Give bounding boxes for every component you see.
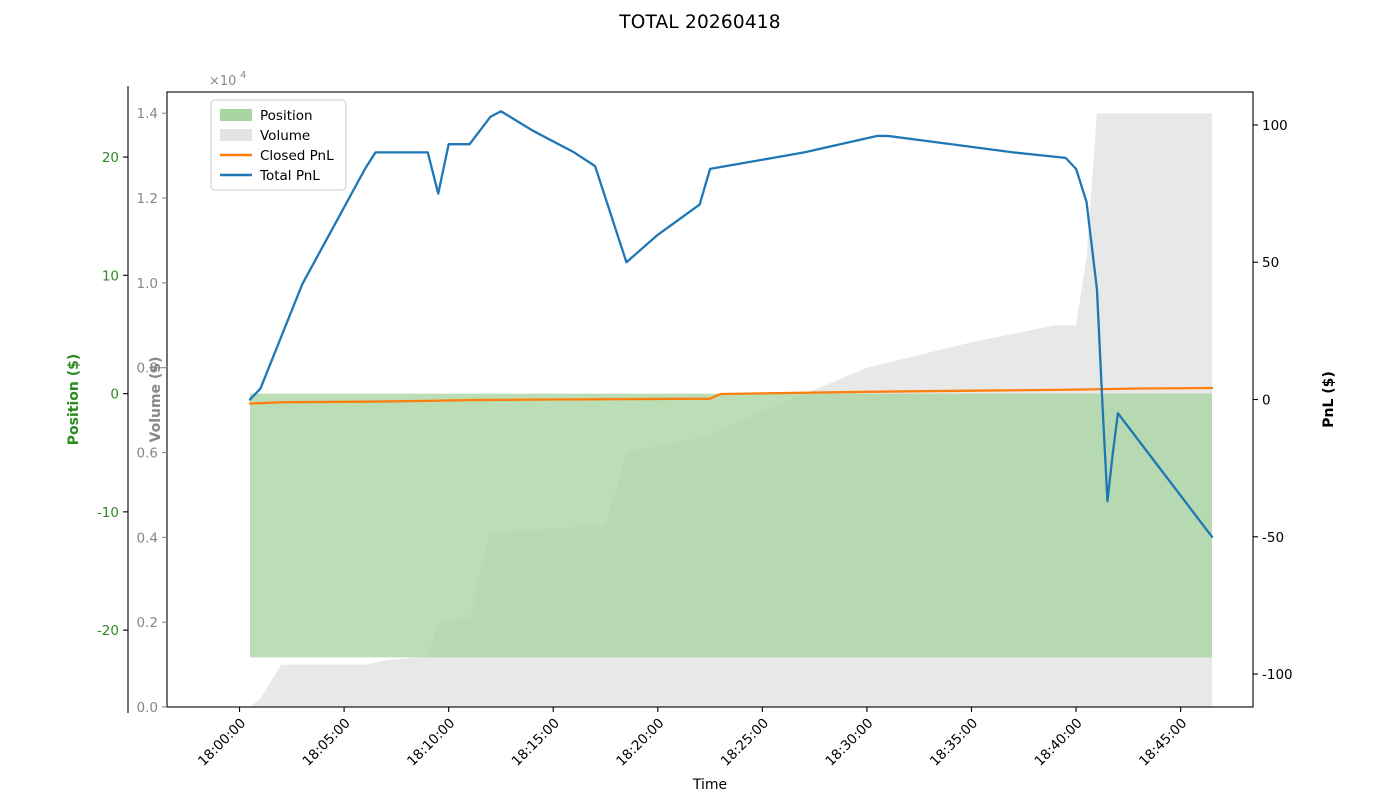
pnl-axis-label: PnL ($) (1321, 371, 1337, 428)
x-tick-label: 18:20:00 (613, 715, 667, 769)
volume-tick-label: 1.4 (137, 106, 158, 122)
pnl-tick-label: -100 (1262, 667, 1293, 683)
volume-offset-text: ×10 4 (209, 70, 246, 89)
pnl-axis: 100 50 0 -50 -100 (1253, 118, 1293, 683)
x-tick-label: 18:25:00 (718, 715, 772, 769)
x-axis: 18:00:00 18:05:00 18:10:00 18:15:00 18:20:00… (195, 707, 1190, 769)
legend-item[interactable]: Closed PnL (220, 148, 334, 164)
position-axis: 20 10 0 -10 -20 (97, 86, 129, 713)
x-tick-label: 18:05:00 (300, 715, 354, 769)
x-tick-label: 18:40:00 (1031, 715, 1085, 769)
position-tick-label: 10 (102, 268, 119, 284)
legend-item[interactable]: Position (220, 108, 313, 124)
x-axis-label: Time (692, 777, 727, 793)
volume-tick-label: 0.4 (137, 530, 158, 546)
total-pnl-line (248, 110, 1214, 538)
position-axis-label: Position ($) (66, 354, 82, 446)
legend-swatch (220, 129, 252, 141)
volume-offset-base: ×10 (209, 74, 236, 89)
x-tick-label: 18:35:00 (927, 715, 981, 769)
volume-tick-label: 0.8 (137, 361, 158, 377)
x-tick-label: 18:15:00 (509, 715, 563, 769)
pnl-tick-label: 0 (1262, 393, 1271, 409)
x-tick-label: 18:30:00 (822, 715, 876, 769)
volume-axis: 1.4 1.2 1.0 0.8 0.6 0.4 0.2 0.0 (137, 106, 167, 716)
volume-tick-label: 0.2 (137, 615, 158, 631)
pnl-tick-label: 100 (1262, 118, 1288, 134)
legend-label: Closed PnL (260, 148, 334, 164)
volume-tick-label: 1.0 (137, 276, 158, 292)
legend-swatch (220, 109, 252, 121)
position-tick-label: 20 (102, 150, 119, 166)
legend-item[interactable]: Volume (220, 128, 310, 144)
x-tick-label: 18:45:00 (1136, 715, 1190, 769)
volume-axis-label: Volume ($) (148, 357, 164, 443)
legend-item[interactable]: Total PnL (220, 168, 320, 184)
volume-tick-label: 1.2 (137, 191, 158, 207)
x-tick-label: 18:00:00 (195, 715, 249, 769)
pnl-tick-label: -50 (1262, 530, 1284, 546)
volume-tick-label: 0.6 (137, 446, 158, 462)
legend-label: Position (260, 108, 313, 124)
page-title: TOTAL 20260418 (619, 12, 781, 33)
position-tick-label: -20 (97, 623, 119, 639)
pnl-tick-label: 50 (1262, 255, 1279, 271)
x-tick-label: 18:10:00 (404, 715, 458, 769)
position-area (250, 393, 1212, 658)
position-tick-label: 0 (110, 387, 119, 403)
legend-box (210, 99, 347, 191)
position-tick-label: -10 (97, 505, 119, 521)
volume-offset-exponent: 4 (240, 70, 246, 81)
chart-legend: Position Volume Closed PnL Total PnL (210, 99, 347, 191)
volume-tick-label: 0.0 (137, 700, 158, 716)
legend-label: Total PnL (259, 168, 320, 184)
closed-pnl-line (248, 386, 1214, 405)
legend-label: Volume (260, 128, 310, 144)
